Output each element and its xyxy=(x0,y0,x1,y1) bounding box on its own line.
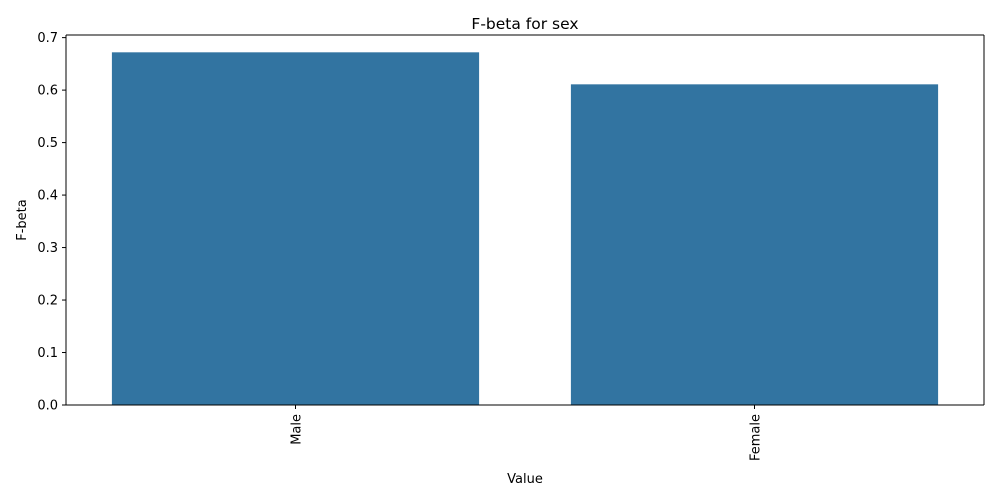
y-tick-label: 0.1 xyxy=(37,346,58,361)
bar-male xyxy=(111,52,480,405)
y-tick-label: 0.6 xyxy=(37,84,58,99)
y-tick-label: 0.2 xyxy=(37,294,58,309)
x-axis: Male Female xyxy=(290,405,764,461)
bar-female xyxy=(570,84,939,405)
y-axis: 0.0 0.1 0.2 0.3 0.4 0.5 0.6 0.7 xyxy=(37,31,66,414)
chart-title: F-beta for sex xyxy=(471,15,578,33)
y-tick-label: 0.7 xyxy=(37,31,58,46)
y-tick-label: 0.0 xyxy=(37,399,58,414)
bars-group xyxy=(111,52,939,405)
x-axis-label: Value xyxy=(507,472,543,487)
y-tick-label: 0.3 xyxy=(37,241,58,256)
x-tick-label: Female xyxy=(749,414,764,461)
y-tick-label: 0.4 xyxy=(37,189,58,204)
y-tick-label: 0.5 xyxy=(37,136,58,151)
x-tick-label: Male xyxy=(290,414,305,445)
y-axis-label: F-beta xyxy=(15,199,30,240)
